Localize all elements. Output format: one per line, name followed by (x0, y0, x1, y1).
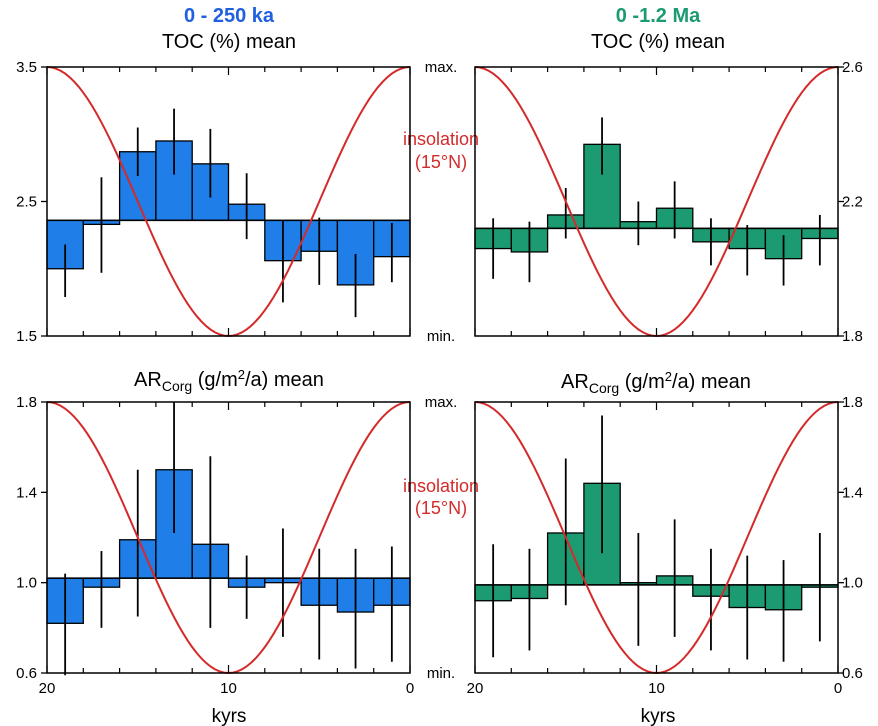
min-label-bottom: min. (427, 665, 455, 682)
insolation-label-bottom: insolation (403, 476, 479, 496)
insolation-curve-b (474, 66, 839, 338)
chart-panel-a: 3.5 2.5 1.5 (16, 59, 411, 345)
insolation-sublabel-top: (15°N) (415, 152, 467, 172)
plot-frame-b (474, 66, 839, 337)
y-tick-label-d-0: 1.8 (842, 394, 863, 411)
y-tick-label-b-0: 2.6 (842, 59, 863, 76)
x-tick-label-d-20: 20 (467, 680, 484, 697)
y-tick-label-c-3: 0.6 (16, 665, 37, 682)
x-tick-label-d-10: 10 (648, 680, 665, 697)
header-right: 0 -1.2 Ma (616, 5, 701, 27)
y-tick-label-a-1: 2.5 (16, 194, 37, 211)
chart-panel-d: 20 10 0 1.8 1.4 1.0 0.6 (467, 394, 863, 697)
y-tick-label-a-0: 3.5 (16, 59, 37, 76)
panel-title-bottom-right: ARCorg (g/m2/a) mean (561, 369, 751, 396)
x-tick-label-c-10: 10 (220, 680, 237, 697)
max-label-top: max. (425, 59, 458, 76)
x-axis-label-left: kyrs (212, 706, 247, 726)
x-tick-label-c-20: 20 (39, 680, 56, 697)
panels: 3.52.51.52.62.21.820 10 01.81.41.00.620 10 0… (16, 59, 863, 697)
min-label-top: min. (427, 328, 455, 345)
y-tick-label-b-2: 1.8 (842, 328, 863, 345)
y-tick-label-d-3: 0.6 (842, 665, 863, 682)
panel-title-top-right: TOC (%) mean (591, 31, 725, 53)
y-tick-label-c-0: 1.8 (16, 394, 37, 411)
y-tick-label-b-1: 2.2 (842, 194, 863, 211)
y-tick-label-c-2: 1.0 (16, 575, 37, 592)
x-tick-label-d-0: 0 (834, 680, 842, 697)
insolation-sublabel-bottom: (15°N) (415, 498, 467, 518)
chart-panel-c: 20 10 0 1.8 1.4 1.0 0.6 (16, 394, 414, 697)
y-tick-label-d-2: 1.0 (842, 575, 863, 592)
x-axis-label-right: kyrs (641, 706, 676, 726)
panel-title-bottom-left: ARCorg (g/m2/a) mean (134, 367, 324, 394)
insolation-label-top: insolation (403, 129, 479, 149)
max-label-bottom: max. (425, 394, 458, 411)
y-tick-label-c-1: 1.4 (16, 484, 37, 501)
chart-panel-b: 2.6 2.2 1.8 (474, 59, 863, 345)
header-left: 0 - 250 ka (184, 5, 275, 27)
y-tick-label-d-1: 1.4 (842, 484, 863, 501)
panel-title-top-left: TOC (%) mean (162, 31, 296, 53)
y-tick-label-a-2: 1.5 (16, 328, 37, 345)
x-tick-label-c-0: 0 (406, 680, 414, 697)
